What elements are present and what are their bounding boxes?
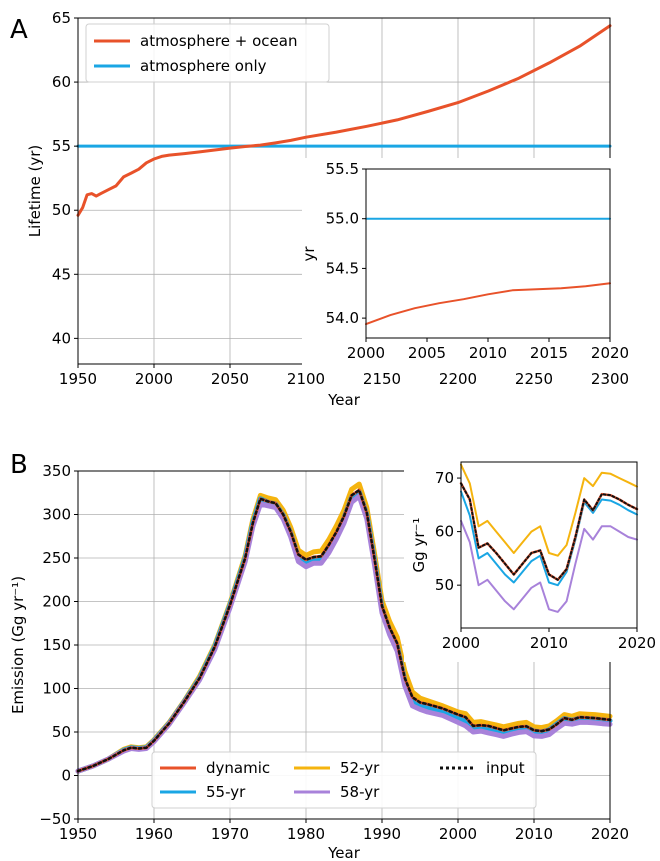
x-tick-label: 2150 xyxy=(363,370,401,388)
legend-label-55-yr: 55-yr xyxy=(206,783,246,801)
inset-series-line-atmosphere-ocean xyxy=(365,282,611,326)
y-tick-label: 50 xyxy=(52,723,71,741)
y-tick-label: −50 xyxy=(39,810,71,828)
x-tick-label: 2010 xyxy=(469,344,507,362)
inset-series-line-input xyxy=(460,482,638,581)
inset-series-line-52-yr xyxy=(460,463,638,557)
y-tick-label: 300 xyxy=(42,506,71,524)
y-tick-label: 250 xyxy=(42,549,71,567)
y-tick-label: 70 xyxy=(435,469,454,487)
y-tick-label: 55.0 xyxy=(326,210,359,228)
x-tick-label: 2250 xyxy=(515,370,553,388)
legend-label-52-yr: 52-yr xyxy=(340,759,380,777)
panel-a-chart: 1950 2000 2050 2100 2150 2200 2250 2300 40 45 50 5… xyxy=(26,9,629,409)
panel-b-y-axis-label: Emission (Gg yr⁻¹) xyxy=(9,576,27,714)
x-tick-label: 1990 xyxy=(363,825,401,843)
x-tick-label: 1950 xyxy=(59,825,97,843)
x-tick-label: 2000 xyxy=(439,825,477,843)
x-tick-label: 2000 xyxy=(442,634,480,652)
y-tick-label: 54.0 xyxy=(326,309,359,327)
panel-a-x-axis-label: Year xyxy=(327,391,361,409)
panel-a-inset-y-ticks: 54.0 54.5 55.0 55.5 xyxy=(326,160,366,327)
x-tick-label: 1950 xyxy=(59,370,97,388)
panel-a-inset-y-axis-label: yr xyxy=(300,246,318,262)
y-tick-label: 60 xyxy=(435,523,454,541)
x-tick-label: 2010 xyxy=(530,634,568,652)
inset-series-line-58-yr xyxy=(460,519,638,613)
x-tick-label: 2200 xyxy=(439,370,477,388)
y-tick-label: 350 xyxy=(42,462,71,480)
legend-label-atmosphere-ocean: atmosphere + ocean xyxy=(140,32,297,50)
panel-b-inset-chart: 2000 2010 2020 50 60 70 Gg yr⁻¹ xyxy=(404,456,660,662)
y-tick-label: 200 xyxy=(42,593,71,611)
y-tick-label: 100 xyxy=(42,680,71,698)
panel-b-series xyxy=(75,481,613,774)
x-tick-label: 2020 xyxy=(591,825,629,843)
panel-b-y-ticks: −50 0 50 100 150 200 250 300 350 xyxy=(39,462,78,828)
series-line-input xyxy=(76,488,612,773)
series-line-atmosphere-ocean xyxy=(76,24,612,217)
panel-a-inset-x-ticks: 2000 2005 2010 2015 2020 xyxy=(347,338,629,362)
panel-b-inset-x-ticks: 2000 2010 2020 xyxy=(442,628,656,652)
panel-b-inset-y-axis-label: Gg yr⁻¹ xyxy=(410,518,428,573)
y-tick-label: 50 xyxy=(435,576,454,594)
y-tick-label: 150 xyxy=(42,636,71,654)
panel-a-inset-background xyxy=(302,158,620,370)
panel-a-series xyxy=(76,24,612,217)
panel-a-x-ticks: 1950 2000 2050 2100 2150 2200 2250 2300 xyxy=(59,364,629,388)
x-tick-label: 2050 xyxy=(211,370,249,388)
x-tick-label: 2300 xyxy=(591,370,629,388)
y-tick-label: 60 xyxy=(52,73,71,91)
panel-b-inset-series xyxy=(459,463,639,613)
y-tick-label: 55 xyxy=(52,137,71,155)
panel-b-legend-box xyxy=(151,751,537,809)
x-tick-label: 1980 xyxy=(287,825,325,843)
y-tick-label: 50 xyxy=(52,201,71,219)
panel-a-inset-chart: 2000 2005 2010 2015 2020 54.0 54.5 55.0 55.5 yr xyxy=(300,158,629,370)
x-tick-label: 2100 xyxy=(287,370,325,388)
legend-label-58-yr: 58-yr xyxy=(340,783,380,801)
y-tick-label: 54.5 xyxy=(326,259,359,277)
panel-b-legend: dynamic 55-yr 52-yr 58-yr input xyxy=(151,751,537,809)
panel-a-legend: atmosphere + ocean atmosphere only xyxy=(85,23,330,83)
legend-label-atmosphere-only: atmosphere only xyxy=(140,57,267,75)
panel-b-x-axis-label: Year xyxy=(327,844,361,861)
panel-label-b: B xyxy=(10,450,28,480)
x-tick-label: 2020 xyxy=(591,344,629,362)
x-tick-label: 2000 xyxy=(347,344,385,362)
x-tick-label: 1960 xyxy=(135,825,173,843)
x-tick-label: 1970 xyxy=(211,825,249,843)
y-tick-label: 40 xyxy=(52,329,71,347)
y-tick-label: 45 xyxy=(52,265,71,283)
inset-series-line-55-yr xyxy=(460,490,638,587)
panel-b-inset-y-ticks: 50 60 70 xyxy=(435,469,461,594)
x-tick-label: 2010 xyxy=(515,825,553,843)
y-tick-label: 55.5 xyxy=(326,160,359,178)
x-tick-label: 2015 xyxy=(530,344,568,362)
panel-a-y-ticks: 40 45 50 55 60 65 xyxy=(52,9,78,347)
panel-b-x-ticks: 1950 1960 1970 1980 1990 2000 2010 2020 xyxy=(59,819,629,843)
y-tick-label: 0 xyxy=(61,767,71,785)
x-tick-label: 2020 xyxy=(618,634,656,652)
x-tick-label: 2000 xyxy=(135,370,173,388)
y-tick-label: 65 xyxy=(52,9,71,27)
x-tick-label: 2005 xyxy=(408,344,446,362)
legend-label-input: input xyxy=(486,759,525,777)
panel-label-a: A xyxy=(10,15,28,45)
legend-label-dynamic: dynamic xyxy=(206,759,270,777)
panel-a-legend-box xyxy=(85,23,330,83)
panel-a-inset-series xyxy=(365,217,611,326)
panel-a-y-axis-label: Lifetime (yr) xyxy=(26,145,44,237)
